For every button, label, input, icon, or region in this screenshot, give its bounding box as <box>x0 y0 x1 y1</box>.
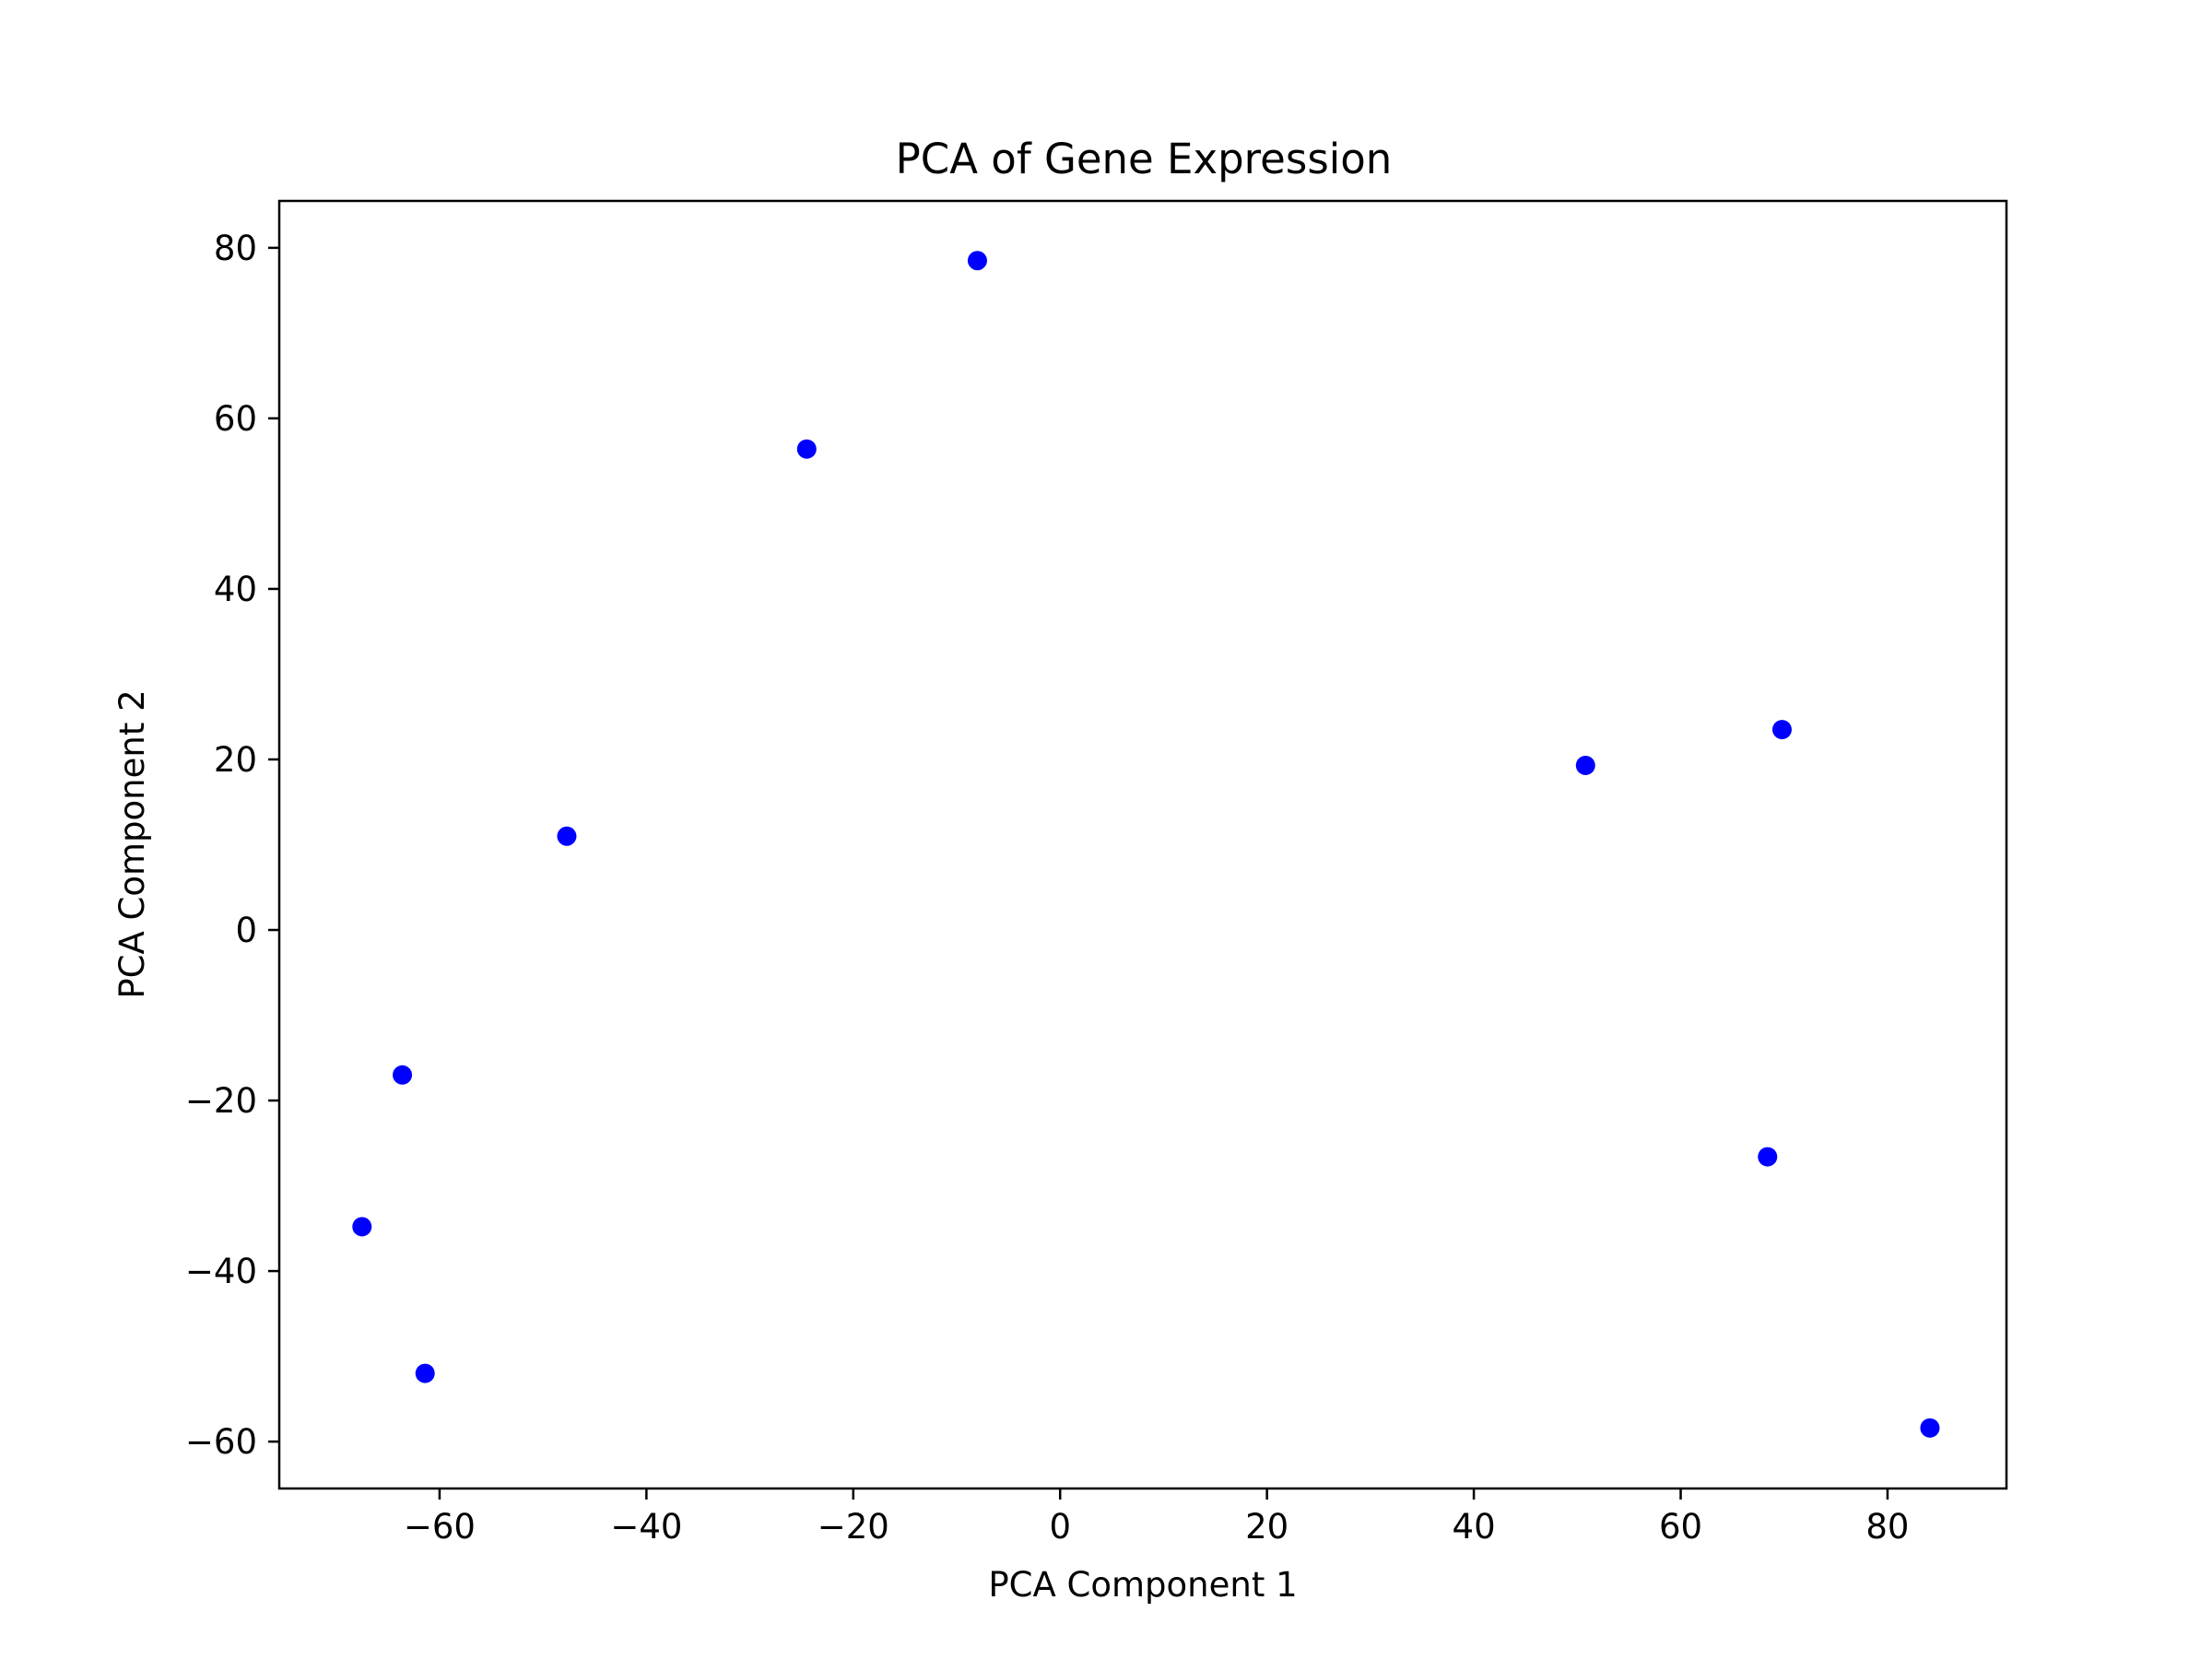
y-tick-label: −60 <box>185 1422 257 1462</box>
data-point <box>1575 755 1595 775</box>
x-tick-label: −40 <box>610 1507 682 1547</box>
y-axis: −60 −40 −20 0 20 40 60 80 <box>185 229 279 1462</box>
data-point <box>1771 720 1792 740</box>
y-tick-label: 60 <box>214 399 257 439</box>
chart-title: PCA of Gene Expression <box>896 135 1393 183</box>
plot-area <box>352 251 1940 1438</box>
x-axis: −60 −40 −20 0 20 40 60 80 <box>404 1488 1909 1547</box>
x-tick-label: 0 <box>1049 1507 1071 1547</box>
x-tick-label: 40 <box>1453 1507 1496 1547</box>
y-tick-label: −20 <box>185 1081 257 1121</box>
y-axis-label: PCA Component 2 <box>112 689 152 998</box>
data-point <box>967 251 987 271</box>
x-tick-label: 80 <box>1865 1507 1909 1547</box>
data-point <box>352 1217 372 1237</box>
y-tick-label: 80 <box>214 229 257 268</box>
x-axis-label: PCA Component 1 <box>988 1565 1297 1605</box>
x-tick-label: −20 <box>818 1507 889 1547</box>
x-tick-label: 60 <box>1659 1507 1702 1547</box>
data-point <box>1758 1147 1778 1167</box>
axes-frame <box>277 199 2008 1490</box>
data-point <box>1920 1418 1940 1438</box>
y-tick-label: 20 <box>214 740 257 780</box>
data-point <box>415 1363 435 1383</box>
data-point <box>393 1065 413 1085</box>
y-tick-label: −40 <box>185 1252 257 1291</box>
x-tick-label: 20 <box>1245 1507 1288 1547</box>
data-point <box>557 826 577 846</box>
x-tick-label: −60 <box>404 1507 476 1547</box>
y-tick-label: 0 <box>235 911 257 950</box>
y-tick-label: 40 <box>214 570 257 609</box>
data-point <box>796 439 817 459</box>
